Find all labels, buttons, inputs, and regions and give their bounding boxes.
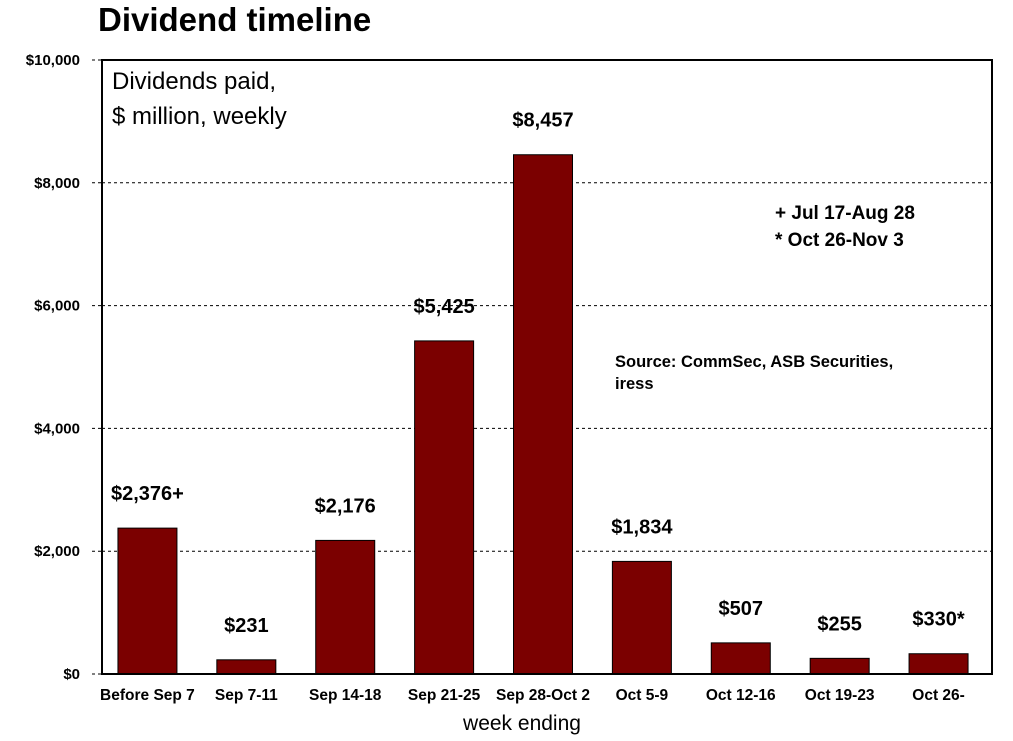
bar xyxy=(513,154,573,675)
x-axis-label: week ending xyxy=(462,712,581,735)
bar xyxy=(117,527,178,675)
bar xyxy=(414,340,475,675)
source-line-2: iress xyxy=(615,375,654,393)
source-line-1: Source: CommSec, ASB Securities, xyxy=(615,353,893,371)
data-label: $8,457 xyxy=(512,110,573,132)
y-tick-label: $6,000 xyxy=(34,298,80,315)
x-tick-label: Oct 5-9 xyxy=(616,687,669,704)
x-tick-label: Oct 19-23 xyxy=(805,687,875,704)
x-axis-categories: Before Sep 7 Sep 7-11 Sep 14-18 Sep 21-25 Se… xyxy=(100,687,965,704)
footnote-plus: + Jul 17-Aug 28 xyxy=(775,203,915,224)
data-label: $507 xyxy=(719,598,764,620)
y-tick-label: $2,000 xyxy=(34,543,80,560)
subtitle-line-2: $ million, weekly xyxy=(112,103,287,130)
data-label: $330* xyxy=(912,609,964,631)
data-label: $2,176 xyxy=(315,495,376,517)
bar xyxy=(216,659,277,675)
data-label: $255 xyxy=(817,613,862,635)
x-tick-label: Sep 21-25 xyxy=(408,687,481,704)
data-label: $5,425 xyxy=(414,296,475,318)
y-tick-label: $10,000 xyxy=(26,52,80,69)
footnote-star: * Oct 26-Nov 3 xyxy=(775,230,904,251)
y-tick-label: $4,000 xyxy=(34,420,80,437)
chart-title: Dividend timeline xyxy=(98,1,371,38)
plot-frame xyxy=(101,59,993,675)
bar xyxy=(315,539,376,675)
x-tick-label: Sep 7-11 xyxy=(215,687,278,704)
x-tick-label: Sep 14-18 xyxy=(309,687,382,704)
y-tick-label: $0 xyxy=(63,666,80,683)
x-tick-label: Before Sep 7 xyxy=(100,687,195,704)
data-label: $1,834 xyxy=(611,516,673,538)
bar xyxy=(710,642,771,675)
data-label: $231 xyxy=(224,615,269,637)
bars xyxy=(117,154,969,675)
bar xyxy=(809,657,870,675)
data-labels: $2,376+ $231 $2,176 $5,425 $8,457 $1,834 $507 $… xyxy=(111,110,965,637)
x-tick-label: Oct 12-16 xyxy=(706,687,776,704)
x-tick-label: Sep 28-Oct 2 xyxy=(496,687,590,704)
data-label: $2,376+ xyxy=(111,483,184,505)
y-axis-ticks: $0 $2,000 $4,000 $6,000 $8,000 $10,000 xyxy=(26,52,102,683)
x-tick-label: Oct 26- xyxy=(912,687,965,704)
subtitle-line-1: Dividends paid, xyxy=(112,68,276,95)
y-tick-label: $8,000 xyxy=(34,175,80,192)
bar xyxy=(908,653,969,675)
bar xyxy=(611,560,672,675)
